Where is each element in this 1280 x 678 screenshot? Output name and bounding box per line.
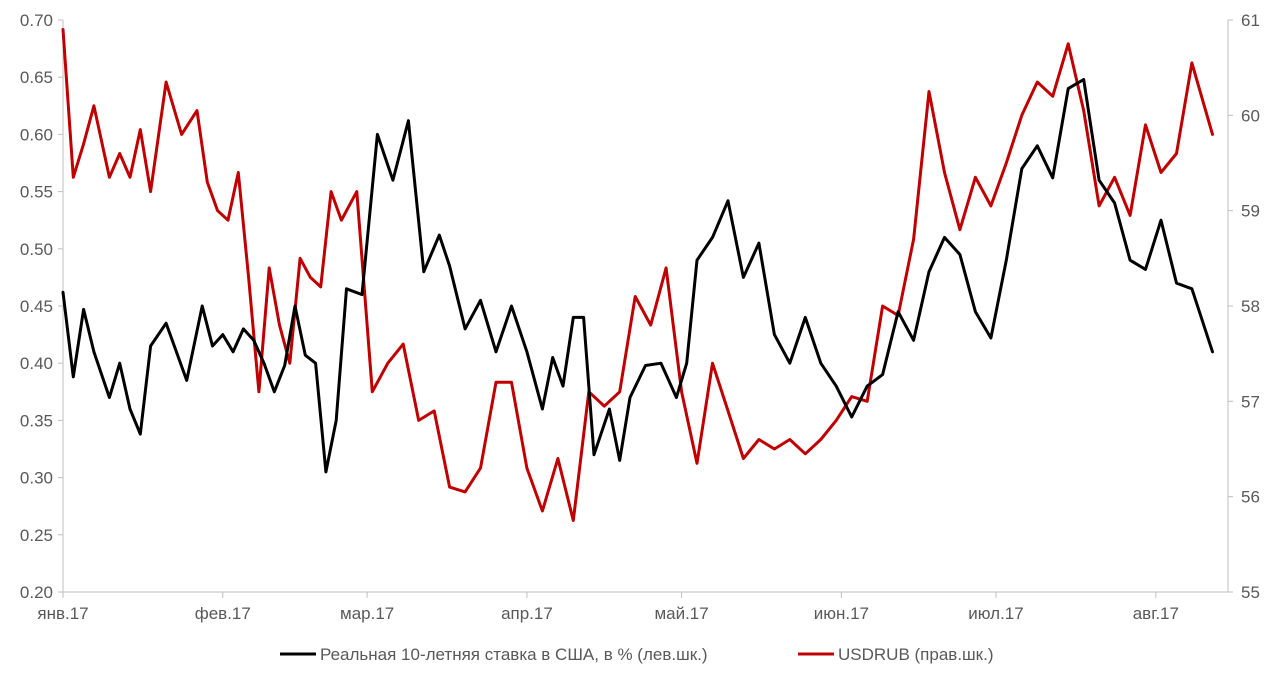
x-tick-label: янв.17 — [37, 604, 88, 623]
right-tick-label: 55 — [1241, 583, 1260, 602]
x-tick-label: май.17 — [654, 604, 708, 623]
x-tick-label: авг.17 — [1133, 604, 1179, 623]
x-tick-label: апр.17 — [501, 604, 553, 623]
series-line-rate — [61, 78, 1214, 474]
left-tick-label: 0.65 — [20, 68, 53, 87]
legend: Реальная 10-летняя ставка в США, в % (ле… — [280, 645, 994, 664]
left-tick-label: 0.45 — [20, 297, 53, 316]
right-axis: 55 56 57 58 59 60 61 — [1227, 11, 1260, 602]
right-tick-label: 58 — [1241, 297, 1260, 316]
legend-label-rate: Реальная 10-летняя ставка в США, в % (ле… — [320, 645, 708, 664]
right-tick-label: 60 — [1241, 106, 1260, 125]
right-tick-label: 56 — [1241, 488, 1260, 507]
left-tick-label: 0.50 — [20, 240, 53, 259]
series-group — [61, 28, 1214, 522]
left-axis: 0.20 0.25 0.30 0.35 0.40 0.45 0.50 0.55 0.60 0.65… — [20, 11, 64, 602]
series-line-usdrub — [61, 28, 1214, 522]
right-tick-label: 57 — [1241, 392, 1260, 411]
x-tick-label: июл.17 — [968, 604, 1023, 623]
left-tick-label: 0.35 — [20, 411, 53, 430]
left-tick-label: 0.70 — [20, 11, 53, 30]
left-tick-label: 0.60 — [20, 125, 53, 144]
right-tick-label: 61 — [1241, 11, 1260, 30]
x-axis: янв.17 фев.17 мар.17 апр.17 май.17 июн.17 июл.… — [37, 591, 1228, 623]
x-tick-label: фев.17 — [195, 604, 251, 623]
x-tick-label: мар.17 — [340, 604, 394, 623]
legend-label-usdrub: USDRUB (прав.шк.) — [838, 645, 994, 664]
left-tick-label: 0.40 — [20, 354, 53, 373]
left-tick-label: 0.55 — [20, 183, 53, 202]
right-tick-label: 59 — [1241, 202, 1260, 221]
left-tick-label: 0.20 — [20, 583, 53, 602]
left-tick-label: 0.30 — [20, 469, 53, 488]
x-tick-label: июн.17 — [814, 604, 869, 623]
left-tick-label: 0.25 — [20, 526, 53, 545]
